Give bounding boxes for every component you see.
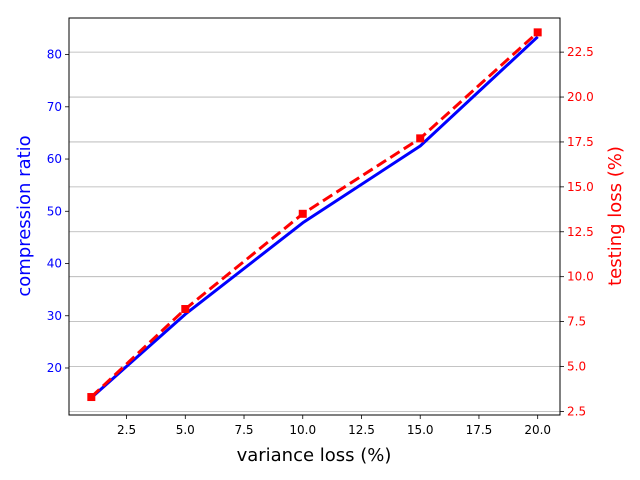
right-tick-label: 10.0 <box>567 270 594 284</box>
x-tick-label: 7.5 <box>234 423 253 437</box>
left-tick-label: 50 <box>47 204 62 218</box>
left-tick-label: 20 <box>47 361 62 375</box>
right-tick-label: 5.0 <box>567 359 586 373</box>
x-tick-label: 10.0 <box>289 423 316 437</box>
right-tick-label: 7.5 <box>567 315 586 329</box>
left-tick-label: 40 <box>47 257 62 271</box>
right-tick-label: 2.5 <box>567 404 586 418</box>
x-tick-label: 20.0 <box>524 423 551 437</box>
testing-loss-marker <box>298 209 307 218</box>
testing-loss-marker <box>181 305 190 314</box>
x-tick-label: 12.5 <box>348 423 375 437</box>
left-tick-label: 70 <box>47 100 62 114</box>
x-axis-title: variance loss (%) <box>237 445 392 466</box>
right-tick-label: 17.5 <box>567 135 594 149</box>
left-tick-label: 60 <box>47 152 62 166</box>
testing-loss-marker <box>416 134 425 143</box>
right-axis-title: testing loss (%) <box>605 146 626 286</box>
x-tick-label: 15.0 <box>407 423 434 437</box>
plot-frame <box>68 17 561 416</box>
right-tick-label: 15.0 <box>567 180 594 194</box>
plot-series <box>87 28 542 402</box>
left-axis-ticks: 20 30 40 50 60 70 80 <box>47 48 69 375</box>
compression-ratio-line <box>90 35 539 399</box>
testing-loss-marker <box>533 28 542 37</box>
left-tick-label: 30 <box>47 309 62 323</box>
right-tick-label: 20.0 <box>567 90 594 104</box>
x-axis-ticks: 2.5 5.0 7.5 10.0 12.5 15.0 17.5 20.0 <box>117 415 551 437</box>
x-tick-label: 2.5 <box>117 423 136 437</box>
testing-loss-marker <box>87 393 96 402</box>
x-tick-label: 17.5 <box>466 423 493 437</box>
right-tick-label: 12.5 <box>567 225 594 239</box>
right-axis-ticks: 2.5 5.0 7.5 10.0 12.5 15.0 17.5 20.0 22.5 <box>560 45 594 418</box>
grid-lines <box>69 51 560 412</box>
left-axis-title: compression ratio <box>14 135 35 296</box>
right-tick-label: 22.5 <box>567 45 594 59</box>
x-tick-label: 5.0 <box>176 423 195 437</box>
left-tick-label: 80 <box>47 48 62 62</box>
